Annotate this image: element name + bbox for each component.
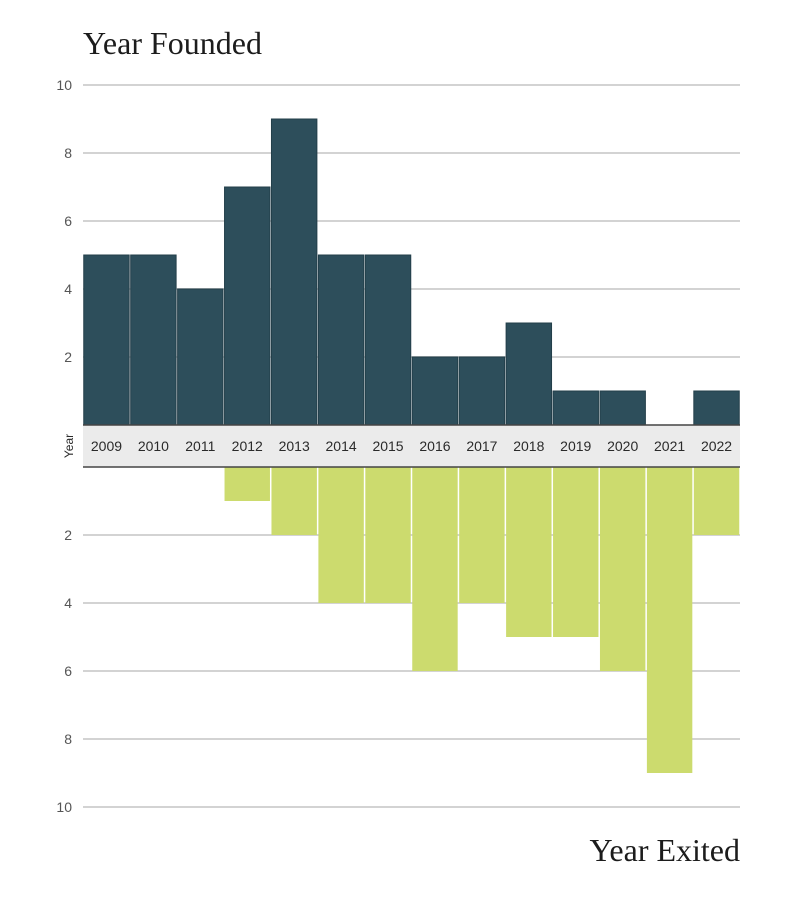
bottom-chart-title: Year Exited xyxy=(590,832,741,868)
year-label-2014: 2014 xyxy=(326,438,357,454)
exited-bar-2019 xyxy=(553,467,599,637)
bottom-y-axis-ticks: 2 4 6 8 10 xyxy=(56,527,72,815)
founded-bar-2022 xyxy=(693,390,740,426)
founded-bar-2013 xyxy=(270,118,318,426)
exited-bar-2018 xyxy=(506,467,552,637)
year-label-2011: 2011 xyxy=(185,438,215,454)
top-tick-label: 6 xyxy=(64,213,72,229)
founded-bar-2016 xyxy=(411,356,459,426)
year-label-2012: 2012 xyxy=(232,438,263,454)
year-labels: 2009 2010 2011 2012 2013 2014 2015 2016 2017 2018… xyxy=(91,438,732,454)
year-label-2009: 2009 xyxy=(91,438,122,454)
bottom-tick-label: 6 xyxy=(64,663,72,679)
top-tick-label: 2 xyxy=(64,349,72,365)
exited-bar-2021 xyxy=(646,467,693,773)
top-y-axis-ticks: 2 4 6 8 10 xyxy=(56,77,72,365)
exited-bars xyxy=(224,467,740,773)
top-tick-label: 4 xyxy=(64,281,72,297)
top-tick-label: 10 xyxy=(56,77,72,93)
year-label-2021: 2021 xyxy=(654,438,685,454)
exited-bar-2020 xyxy=(599,467,646,671)
founded-bar-2011 xyxy=(177,288,224,426)
exited-bar-2015 xyxy=(365,467,411,603)
year-label-2022: 2022 xyxy=(701,438,732,454)
exited-bar-2017 xyxy=(459,467,505,603)
year-label-2013: 2013 xyxy=(279,438,310,454)
founded-bar-2012 xyxy=(224,186,271,426)
year-label-2017: 2017 xyxy=(466,438,497,454)
year-label-2018: 2018 xyxy=(513,438,544,454)
bottom-tick-label: 4 xyxy=(64,595,72,611)
bottom-tick-label: 8 xyxy=(64,731,72,747)
exited-bar-2012 xyxy=(224,467,270,501)
year-axis-band xyxy=(83,425,740,467)
founded-bar-2014 xyxy=(317,254,365,426)
top-tick-label: 8 xyxy=(64,145,72,161)
exited-bar-2014 xyxy=(318,467,364,603)
year-label-2020: 2020 xyxy=(607,438,638,454)
top-chart-title: Year Founded xyxy=(83,25,262,61)
founded-bar-2017 xyxy=(458,356,506,426)
year-axis-label: Year xyxy=(62,434,76,458)
exited-bar-2013 xyxy=(271,467,317,535)
founded-bar-2019 xyxy=(552,390,599,426)
year-label-2010: 2010 xyxy=(138,438,169,454)
founded-bar-2010 xyxy=(130,254,177,426)
bottom-tick-label: 2 xyxy=(64,527,72,543)
founded-bar-2018 xyxy=(505,322,553,426)
exited-bar-2016 xyxy=(412,467,458,671)
year-label-2015: 2015 xyxy=(372,438,403,454)
founded-bar-2015 xyxy=(364,254,412,426)
founded-bars xyxy=(83,118,740,426)
year-label-2019: 2019 xyxy=(560,438,591,454)
exited-bar-2022 xyxy=(693,467,740,535)
founded-bar-2009 xyxy=(83,254,130,426)
founded-bar-2020 xyxy=(599,390,646,426)
year-label-2016: 2016 xyxy=(419,438,450,454)
bottom-tick-label: 10 xyxy=(56,799,72,815)
